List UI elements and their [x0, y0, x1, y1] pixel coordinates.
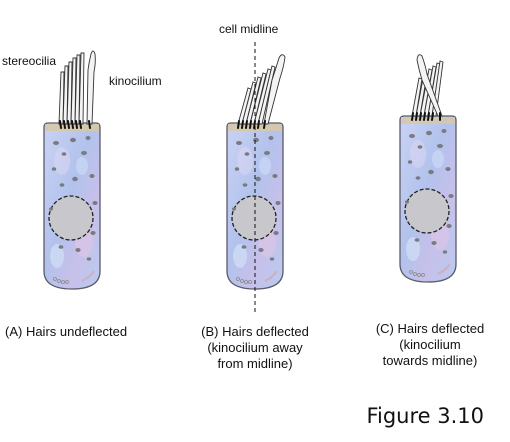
caption-a: (A) Hairs undeflected [5, 324, 145, 340]
hair-roots-a [59, 120, 91, 129]
caption-b-line-2: (kinocilium away [207, 340, 303, 355]
figure-label: Figure 3.10 [366, 404, 484, 428]
label-kinocilium: kinocilium [109, 74, 162, 88]
label-cell-midline: cell midline [219, 22, 279, 36]
caption-b: (B) Hairs deflected (kinocilium away fro… [185, 324, 325, 372]
caption-c: (C) Hairs deflected (kinocilium towards … [360, 321, 500, 369]
hair-roots-b [237, 120, 266, 129]
kinocilium-c [416, 54, 443, 117]
cell-b [226, 42, 286, 312]
caption-b-line-3: from midline) [217, 356, 293, 371]
stereocilia-bundle-a [58, 52, 85, 125]
label-stereocilia: stereocilia [2, 54, 57, 68]
caption-c-line-3: towards midline) [382, 353, 478, 368]
kinocilium-a [86, 50, 96, 125]
hair-roots-c [411, 112, 441, 121]
cell-c [398, 54, 458, 284]
caption-b-line-1: (B) Hairs deflected [201, 324, 309, 339]
stereocilia-bundle-b [237, 65, 276, 125]
kinocilium-b [263, 54, 286, 125]
caption-a-line-1: (A) Hairs undeflected [5, 324, 128, 339]
caption-c-line-2: (kinocilium [399, 337, 461, 352]
cell-a [43, 50, 101, 290]
caption-c-line-1: (C) Hairs deflected [375, 321, 485, 336]
